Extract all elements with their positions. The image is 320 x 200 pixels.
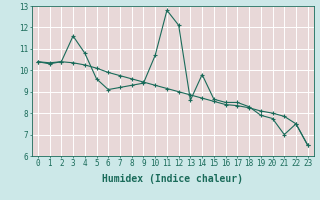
X-axis label: Humidex (Indice chaleur): Humidex (Indice chaleur) — [102, 174, 243, 184]
